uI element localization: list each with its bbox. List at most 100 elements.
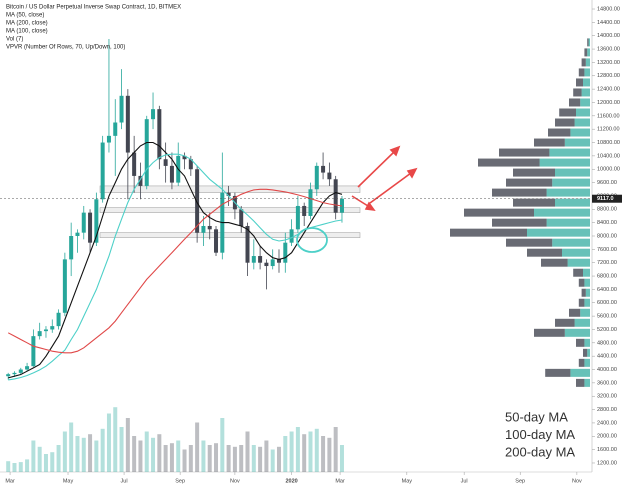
candle-body [62,259,67,313]
volume-bar [151,437,156,472]
volume-bar [106,413,111,472]
volume-bar [226,445,231,472]
vpvr-down [499,148,550,157]
candle-body [144,119,149,186]
x-tick-label: May [402,478,413,484]
volume-bar [12,463,17,472]
candle-body [308,189,313,216]
vpvr-down [513,168,555,177]
candle-body [157,109,162,160]
chart-title: Bitcoin / US Dollar Perpetual Inverse Sw… [6,5,181,11]
vpvr-up [574,118,590,127]
moving-average-line [7,188,343,354]
vpvr-up [585,288,590,297]
y-tick-label: 8800.00 [597,207,617,213]
y-tick-label: 11200.00 [597,127,620,133]
volume-bar [100,428,105,472]
vpvr-down [534,138,565,147]
candle-body [125,95,130,153]
candle-body [258,256,263,263]
y-tick-label: 3200.00 [597,394,617,400]
candle-body [81,212,86,233]
legend-entry: 50-day MA [505,409,568,424]
candle-body [151,109,156,120]
volume-bar [31,440,36,472]
vpvr-up [555,198,590,207]
vpvr-up [552,178,590,187]
arrow [357,151,395,188]
y-tick-label: 14800.00 [597,6,620,12]
candle-body [12,372,17,375]
vpvr-down [573,268,583,277]
vpvr-up [584,278,590,287]
volume-bar [163,445,168,472]
vpvr-up [584,298,590,307]
vpvr-down [534,328,565,337]
vpvr-down [576,338,585,347]
arrows [351,145,418,212]
legend: 50-day MA 100-day MA 200-day MA [505,409,575,459]
volume-bar [188,445,193,472]
vpvr-up [567,258,590,267]
volume-bar [251,445,256,472]
vpvr-up [539,158,590,167]
candle-body [201,225,206,233]
arrow-head [364,201,376,212]
volume-bar [25,459,30,472]
vpvr-down [492,188,547,197]
candle-body [43,329,48,332]
volume-bar [138,440,143,472]
vpvr-up [552,238,590,247]
y-tick-label: 2000.00 [597,434,617,440]
volume-bar [81,437,86,472]
volume-bar [169,443,174,472]
candle-body [119,95,124,123]
candle-body [245,225,250,263]
volume-bar [6,461,11,472]
vpvr-down [559,108,576,117]
vpvr-down [581,288,586,297]
candle-body [188,159,193,170]
volume-bar [157,434,162,472]
y-tick-label: 4800.00 [597,340,617,346]
vpvr-down [576,78,583,87]
y-tick-label: 9600.00 [597,180,617,186]
candle-body [289,229,294,243]
vpvr-up [534,208,590,217]
vpvr-down [555,318,575,327]
vpvr-up [583,268,590,277]
volume-bar [295,427,300,472]
volume-bar [327,437,332,472]
candle-body [100,142,105,200]
y-tick-label: 12000.00 [597,100,620,106]
vpvr-down [513,198,555,207]
candle-body [169,165,174,183]
y-tick-label: 12400.00 [597,87,620,93]
volume-bar [314,428,319,472]
volume-bar [264,440,269,472]
candle-body [37,331,42,337]
vpvr-up [588,38,590,47]
y-tick-label: 2800.00 [597,407,617,413]
support-zone [99,207,361,213]
y-tick-label: 14400.00 [597,20,620,26]
volume-bar [182,449,187,472]
vpvr-up [576,108,590,117]
volume-bar [37,446,42,472]
last-price-box [592,194,622,203]
volume-bar [321,436,326,472]
vpvr-down [569,98,581,107]
x-tick-label: May [63,478,74,484]
volume [6,407,344,472]
y-tick-label: 13600.00 [597,47,620,53]
candle-body [302,205,307,216]
candle-body [106,135,111,143]
y-tick-label: 5200.00 [597,327,617,333]
y-tick-label: 7600.00 [597,247,617,253]
vpvr-up [581,88,590,97]
y-tick-label: 6000.00 [597,300,617,306]
candle-body [6,374,11,377]
candle-body [321,165,326,173]
candle-body [94,199,99,243]
vpvr-down [555,118,575,127]
